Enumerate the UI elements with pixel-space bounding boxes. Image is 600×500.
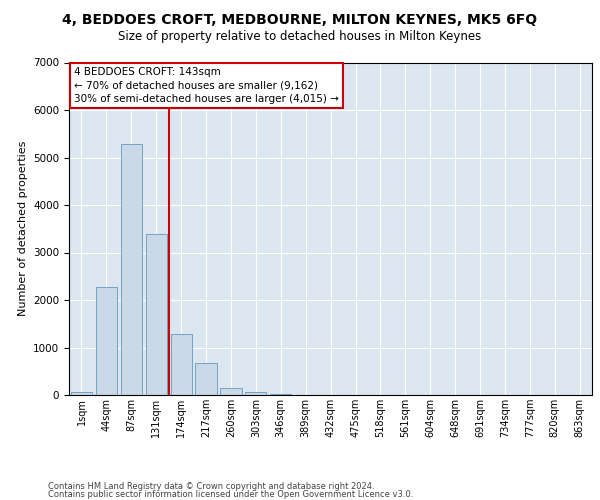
- Bar: [146, 234, 167, 395]
- Text: Contains public sector information licensed under the Open Government Licence v3: Contains public sector information licen…: [48, 490, 413, 499]
- Bar: [270, 394, 292, 395]
- Bar: [121, 144, 142, 395]
- Bar: [220, 388, 242, 395]
- Bar: [245, 392, 266, 395]
- Bar: [170, 334, 192, 395]
- Text: 4 BEDDOES CROFT: 143sqm
← 70% of detached houses are smaller (9,162)
30% of semi: 4 BEDDOES CROFT: 143sqm ← 70% of detache…: [74, 68, 339, 104]
- Bar: [71, 392, 92, 395]
- Y-axis label: Number of detached properties: Number of detached properties: [17, 141, 28, 316]
- Text: 4, BEDDOES CROFT, MEDBOURNE, MILTON KEYNES, MK5 6FQ: 4, BEDDOES CROFT, MEDBOURNE, MILTON KEYN…: [62, 12, 538, 26]
- Bar: [96, 286, 117, 395]
- Text: Size of property relative to detached houses in Milton Keynes: Size of property relative to detached ho…: [118, 30, 482, 43]
- Text: Contains HM Land Registry data © Crown copyright and database right 2024.: Contains HM Land Registry data © Crown c…: [48, 482, 374, 491]
- Bar: [196, 362, 217, 395]
